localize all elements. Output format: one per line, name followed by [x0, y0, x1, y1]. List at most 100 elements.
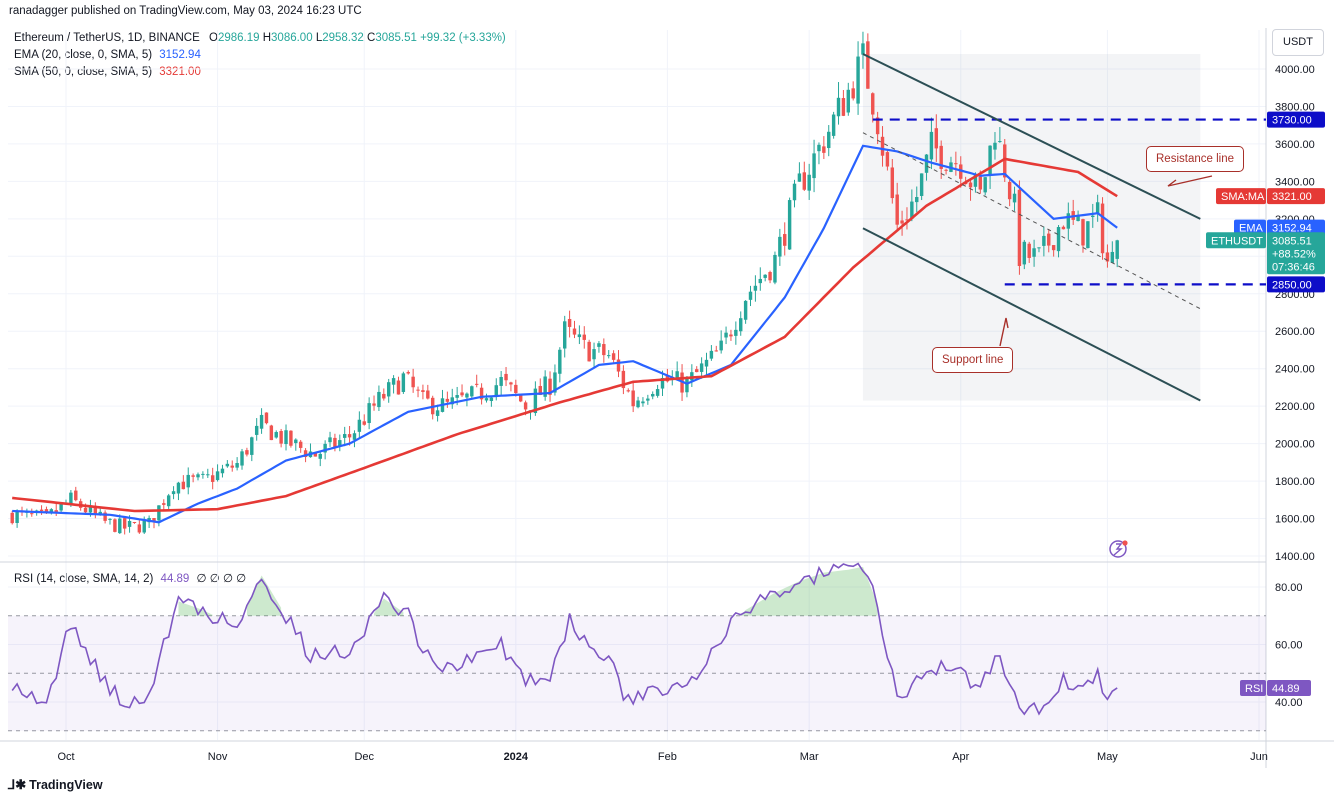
candle-body	[142, 521, 146, 533]
candle-body	[191, 475, 195, 477]
candle-body	[303, 450, 308, 458]
candle-body	[675, 371, 679, 381]
candle-body	[108, 518, 112, 520]
currency-selector[interactable]: USDT	[1272, 29, 1324, 56]
candle-body	[338, 440, 342, 447]
candle-body	[416, 389, 420, 391]
candle-body	[206, 474, 210, 476]
candle-body	[934, 128, 939, 149]
tradingview-logo[interactable]: ⅃✱ TradingView	[8, 777, 103, 793]
rsi-legend[interactable]: RSI (14, close, SMA, 14, 2) 44.89 ∅ ∅ ∅ …	[14, 571, 246, 585]
last-price-badge-text: 3085.51	[1272, 235, 1312, 247]
candle-body	[406, 372, 410, 374]
candle-body	[538, 385, 542, 395]
rsi-tick-label: 60.00	[1275, 640, 1303, 652]
candle-body	[773, 254, 777, 283]
candle-body	[514, 384, 518, 394]
rsi-tick-label: 40.00	[1275, 697, 1303, 709]
candle-body	[1100, 203, 1105, 254]
candle-body	[103, 512, 107, 521]
candle-body	[220, 468, 225, 474]
sma-line	[12, 157, 1118, 513]
level-2850-badge	[1267, 276, 1325, 293]
candle-body	[1056, 227, 1061, 252]
replay-icon[interactable]	[1109, 540, 1128, 558]
channel-upper-line	[862, 53, 1201, 220]
ema-price-badge-text: 3152.94	[1272, 223, 1312, 235]
candle-body	[1042, 235, 1046, 246]
candle-body	[44, 509, 49, 512]
candle-body	[543, 376, 547, 397]
candle-body	[861, 43, 865, 55]
candle-body	[210, 475, 215, 482]
candle-body	[621, 370, 626, 389]
candle-body	[685, 378, 689, 393]
candles	[10, 31, 1119, 535]
candle-body	[377, 391, 381, 408]
price-tick-label: 2400.00	[1275, 364, 1315, 376]
ema-legend[interactable]: EMA (20, close, 0, SMA, 5) 3152.94	[14, 49, 201, 61]
candle-body	[382, 393, 386, 399]
price-axis[interactable]: 1400.00 1600.00 1800.00 2000.00 2200.00 2400.…	[1275, 64, 1315, 563]
candle-body	[1105, 252, 1110, 262]
candle-body	[822, 146, 826, 153]
candle-body	[294, 439, 298, 444]
last-price-badge-text: 07:36:46	[1272, 261, 1315, 273]
candle-body	[264, 412, 269, 424]
candle-body	[59, 503, 63, 511]
tradingview-logo-text: TradingView	[29, 778, 103, 792]
candle-body	[411, 376, 415, 388]
candle-body	[748, 291, 753, 300]
ohlc-c: 3085.51	[375, 32, 417, 44]
candle-body	[929, 131, 934, 160]
candle-body	[797, 173, 802, 182]
candle-body	[313, 452, 318, 457]
candle-body	[479, 387, 484, 400]
ema-price-badge	[1267, 219, 1325, 236]
candle-body	[939, 145, 943, 169]
candle-body	[39, 509, 44, 512]
rsi-tag-text: RSI	[1245, 683, 1263, 695]
candle-body	[245, 450, 249, 455]
candle-body	[450, 397, 454, 405]
candle-body	[587, 341, 591, 362]
candle-body	[851, 88, 855, 99]
candle-body	[328, 437, 332, 443]
candle-body	[1017, 189, 1022, 266]
candle-body	[724, 332, 728, 338]
rsi-value-badge-text: 44.89	[1272, 683, 1300, 695]
candle-body	[274, 432, 278, 438]
candle-body	[783, 234, 787, 246]
candle-body	[558, 349, 562, 374]
candle-body	[636, 400, 640, 408]
candle-body	[470, 386, 474, 397]
rsi-overbought-fill	[740, 566, 878, 616]
candle-body	[582, 334, 586, 340]
candle-body	[655, 389, 660, 396]
candle-body	[758, 278, 762, 284]
candle-body	[841, 98, 846, 116]
support-line-callout: Support line	[932, 347, 1014, 373]
time-axis[interactable]: Oct Nov Dec 2024 Feb Mar Apr May Jun	[57, 751, 1267, 763]
level-3730-badge-text: 3730.00	[1272, 115, 1312, 127]
symbol-name[interactable]: Ethereum / TetherUS, 1D, BINANCE	[14, 32, 200, 44]
time-tick-label: Jun	[1250, 751, 1268, 763]
candle-body	[152, 518, 156, 523]
candle-body	[509, 382, 513, 385]
candle-body	[802, 172, 807, 190]
candle-body	[1022, 241, 1027, 265]
candle-body	[846, 89, 851, 113]
candle-body	[499, 376, 503, 386]
ema-legend-label: EMA (20, close, 0, SMA, 5)	[14, 49, 153, 61]
candle-body	[1027, 243, 1031, 258]
candle-body	[523, 402, 528, 410]
candle-body	[553, 372, 557, 393]
tradingview-logo-icon: ⅃✱	[8, 777, 27, 792]
ema-line	[12, 144, 1118, 524]
candle-body	[812, 153, 816, 179]
candle-body	[1051, 245, 1056, 251]
candle-body	[871, 93, 875, 115]
support-arrow	[999, 317, 1009, 347]
candle-body	[567, 318, 572, 327]
